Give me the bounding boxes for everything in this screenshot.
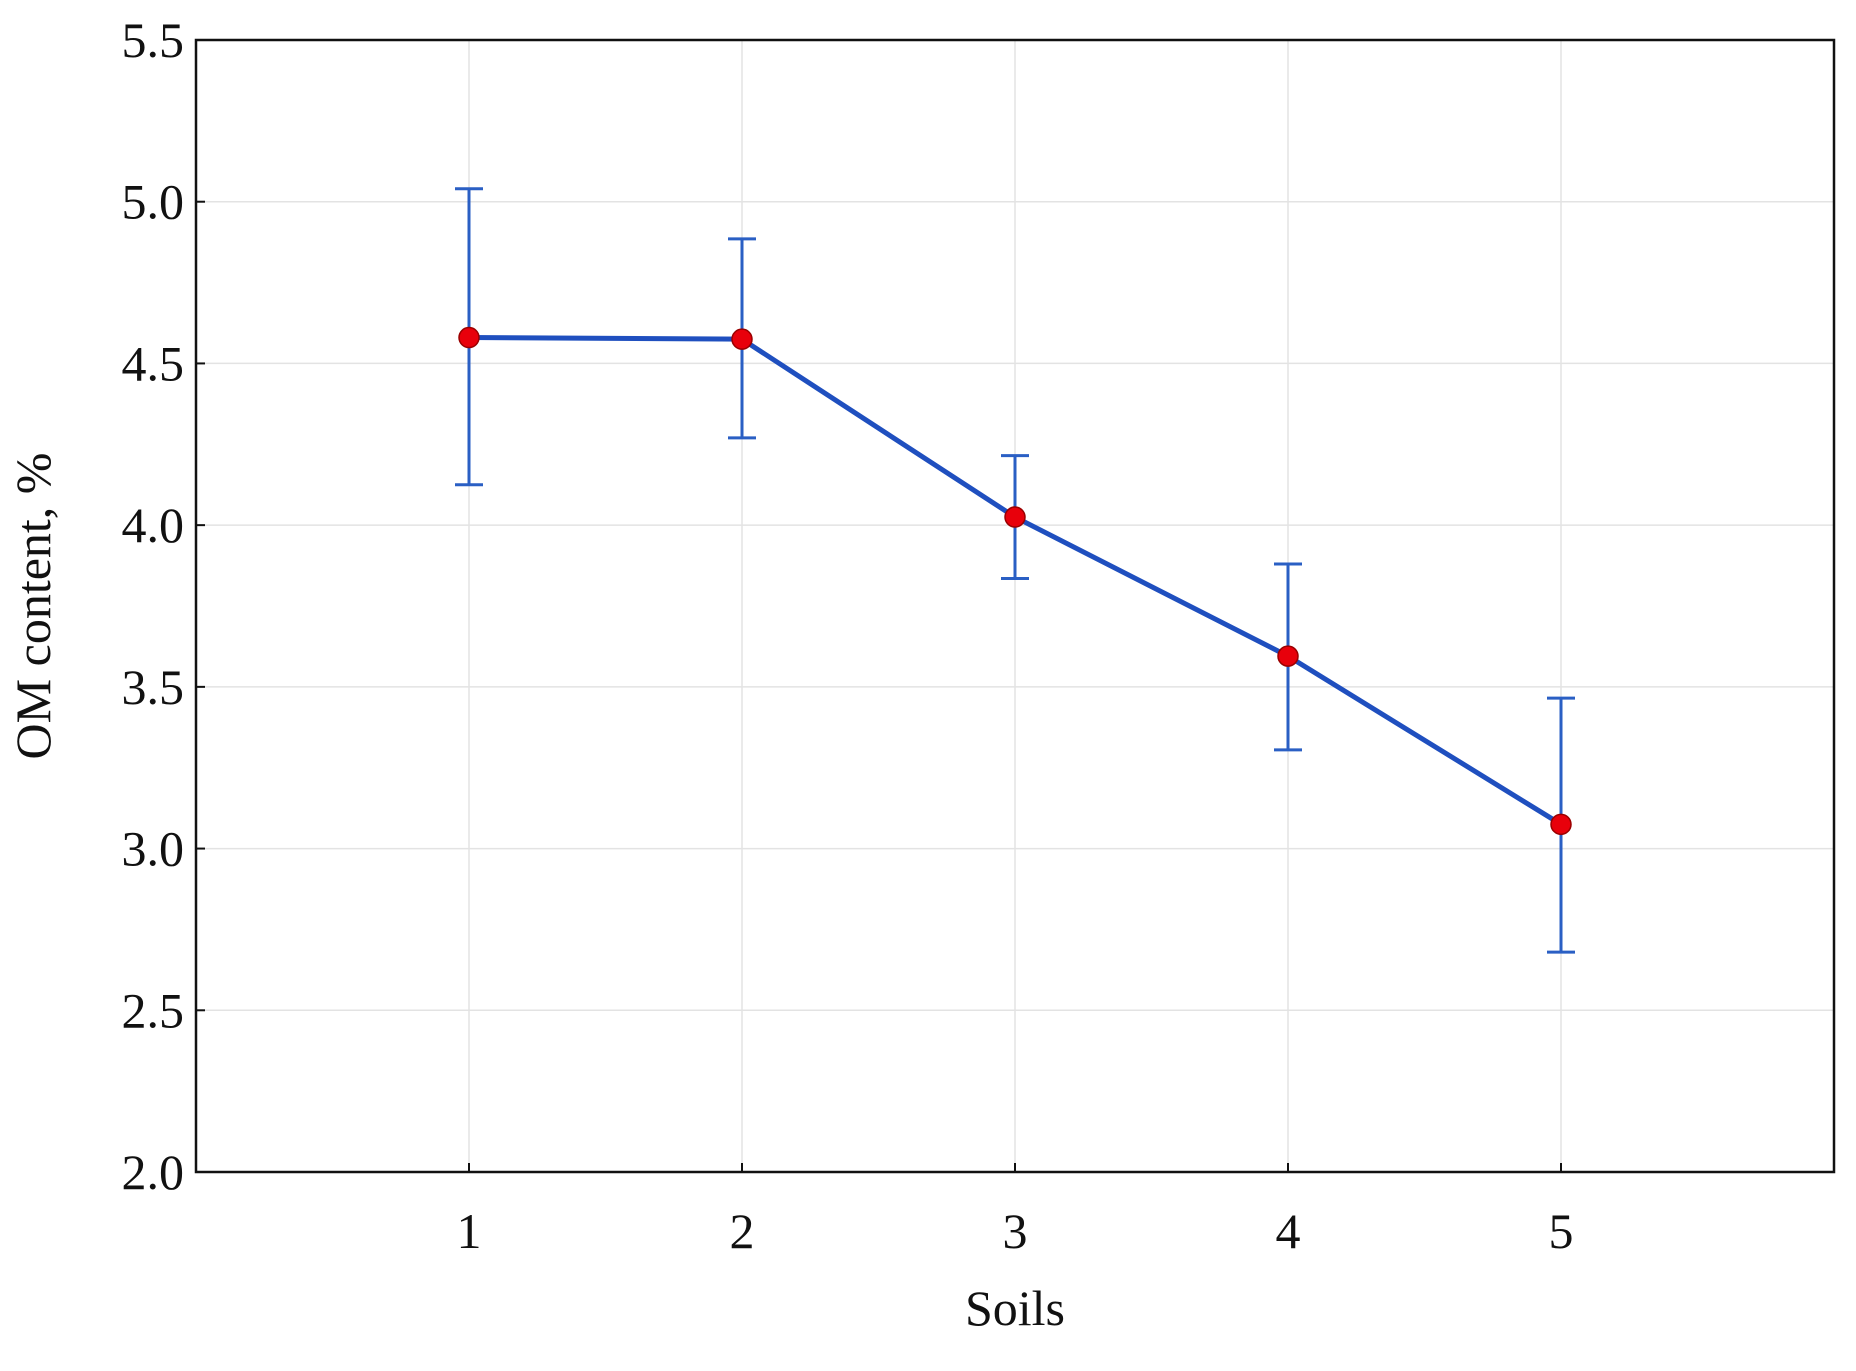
y-tick-label: 5.0	[122, 174, 185, 230]
data-point	[1004, 506, 1026, 528]
x-tick-label: 5	[1549, 1203, 1574, 1259]
x-axis-ticks: 1 2 3 4 5	[457, 1163, 1574, 1259]
y-tick-label: 3.5	[122, 659, 185, 715]
x-tick-label: 4	[1276, 1203, 1301, 1259]
y-tick-label: 4.5	[122, 335, 185, 391]
x-tick-label: 2	[730, 1203, 755, 1259]
data-points	[458, 326, 1572, 836]
x-tick-label: 1	[457, 1203, 482, 1259]
x-tick-label: 3	[1003, 1203, 1028, 1259]
grid-lines	[196, 40, 1834, 1172]
data-point	[731, 328, 753, 350]
data-point	[1277, 645, 1299, 667]
y-axis-ticks: 2.0 2.5 3.0 3.5 4.0 4.5 5.0 5.5	[122, 12, 205, 1200]
y-tick-label: 4.0	[122, 497, 185, 553]
data-point	[1550, 813, 1572, 836]
y-tick-label: 3.0	[122, 821, 185, 877]
y-tick-label: 2.5	[122, 982, 185, 1038]
x-axis-label: Soils	[965, 1280, 1065, 1336]
y-tick-label: 2.0	[122, 1144, 185, 1200]
y-tick-label: 5.5	[122, 12, 185, 68]
y-axis-label: OM content, %	[5, 453, 61, 760]
data-point	[458, 326, 480, 349]
